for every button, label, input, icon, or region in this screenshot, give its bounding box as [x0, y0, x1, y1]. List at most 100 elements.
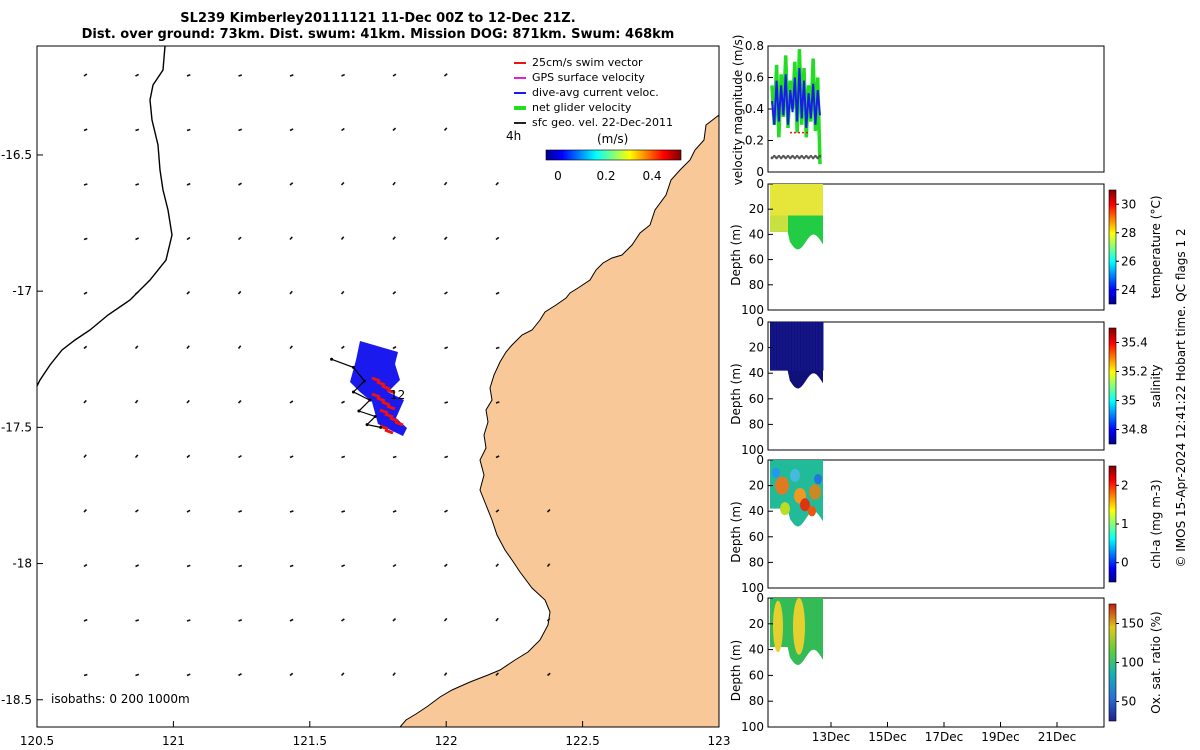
section-frame — [767, 321, 1105, 451]
geo-vector — [546, 563, 551, 568]
vector-field — [83, 73, 551, 677]
section-ytick-label: 20 — [749, 202, 764, 216]
chla-patch — [780, 502, 790, 516]
velocity-point — [793, 156, 797, 160]
section-ylabel: Depth (m) — [729, 640, 743, 701]
geo-vector — [443, 236, 448, 241]
geo-vector — [238, 509, 243, 513]
geo-vector — [392, 672, 396, 677]
section-ytick-label: 60 — [749, 253, 764, 267]
swim-vector — [384, 428, 394, 435]
section-ytick-label: 0 — [756, 315, 764, 329]
track-point — [368, 398, 372, 402]
swim-vector — [371, 392, 381, 399]
section-frame — [767, 459, 1105, 589]
glider-track — [330, 341, 407, 436]
swim-vector — [379, 408, 389, 415]
chla-patch — [814, 474, 822, 485]
geo-vector — [392, 181, 396, 186]
cb-tick-label: 0 — [1121, 556, 1129, 570]
geo-vector — [83, 563, 88, 568]
map-ytick-label: -18.5 — [1, 693, 32, 707]
section-cblabel: Ox. sat. ratio (%) — [1149, 611, 1163, 713]
chla-patch — [775, 476, 789, 495]
velocity-point — [818, 154, 822, 158]
legend-net: net glider velocity — [532, 101, 632, 114]
chla-patch — [808, 506, 816, 517]
geo-vector — [135, 237, 140, 241]
geo-vector — [392, 509, 397, 513]
swim-vector — [376, 396, 386, 403]
map-xtick-label: 121 — [162, 734, 185, 748]
geo-vector — [289, 400, 294, 404]
track-point — [351, 365, 355, 369]
geo-vector — [186, 673, 191, 677]
section-cblabel: chl-a (mg m-3) — [1149, 479, 1163, 568]
map-xtick-label: 121.5 — [293, 734, 327, 748]
cb-tick-label: 100 — [1121, 656, 1144, 670]
geo-vector — [495, 291, 500, 295]
geo-vector — [237, 236, 242, 241]
geo-vector — [186, 345, 190, 350]
section-ytick-label: 80 — [749, 417, 764, 431]
geo-vector — [83, 128, 88, 132]
section-ytick-label: 80 — [749, 555, 764, 569]
map-ytick-label: -17.5 — [1, 420, 32, 434]
geo-vector — [135, 73, 139, 77]
section-ytick-label: 20 — [749, 341, 764, 355]
section-ytick-label: 100 — [741, 303, 764, 317]
oxy-high — [793, 598, 805, 655]
section-frame — [767, 183, 1105, 311]
section-chla: 0 20 40 60 80 100 Depth (m) 0 1 2 chl-a (mg m-3) — [729, 453, 1163, 595]
map-frame — [36, 45, 720, 728]
velocity-point — [786, 154, 790, 158]
section-ytick-label: 40 — [749, 504, 764, 518]
speed-colorbar: (m/s) 0 0.2 0.4 — [545, 132, 682, 183]
velocity-point — [779, 156, 783, 160]
velocity-point — [791, 154, 794, 158]
geo-vector — [289, 182, 294, 186]
cb-tick-label: 34.8 — [1121, 423, 1148, 437]
geo-vector — [186, 74, 191, 77]
geo-vector — [186, 182, 191, 186]
vel-ytick-label: 0.6 — [745, 71, 764, 85]
geo-vector — [546, 672, 551, 677]
section-ytick-label: 40 — [749, 643, 764, 657]
geo-vector — [237, 345, 242, 350]
geo-vector — [495, 563, 499, 568]
chla-patch — [772, 467, 780, 478]
geo-vector — [186, 619, 191, 622]
swim-vector — [371, 376, 381, 383]
cb-tick-label: 150 — [1121, 617, 1144, 631]
mix-layer — [770, 215, 788, 232]
section-ytick-label: 60 — [749, 668, 764, 682]
velocity-series — [770, 49, 822, 165]
geo-vector — [495, 617, 499, 622]
map-xtick-label: 123 — [708, 734, 731, 748]
geo-vector — [186, 290, 191, 295]
section-xtick-label: 19Dec — [981, 730, 1020, 744]
swim-vector — [389, 416, 399, 423]
velocity-panel: 0 0.2 0.4 0.6 0.8 velocity magnitude (m/s) — [731, 35, 1105, 185]
velocity-point — [795, 154, 799, 158]
geo-vector — [392, 127, 397, 132]
section-ylabel: Depth (m) — [729, 363, 743, 424]
velocity-point — [802, 156, 806, 160]
map-ytick-label: -16.5 — [1, 148, 32, 162]
velocity-point — [772, 154, 776, 158]
speed-tick-2: 0.4 — [642, 169, 661, 183]
section-ytick-label: 0 — [756, 591, 764, 605]
geo-vector — [134, 399, 139, 404]
vel-ytick-label: 0 — [756, 165, 764, 179]
chla-patch — [790, 468, 800, 482]
geo-vector — [289, 455, 294, 459]
geo-vector — [443, 672, 448, 677]
geo-vector — [341, 455, 346, 459]
map-ticks: 120.5 121 121.5 122 122.5 123 -16.5 -17 -17.5 -18… — [1, 148, 731, 748]
geo-vector — [546, 617, 551, 622]
section-ytick-label: 0 — [756, 453, 764, 467]
geo-vector — [444, 291, 448, 295]
geo-vector — [443, 617, 448, 622]
